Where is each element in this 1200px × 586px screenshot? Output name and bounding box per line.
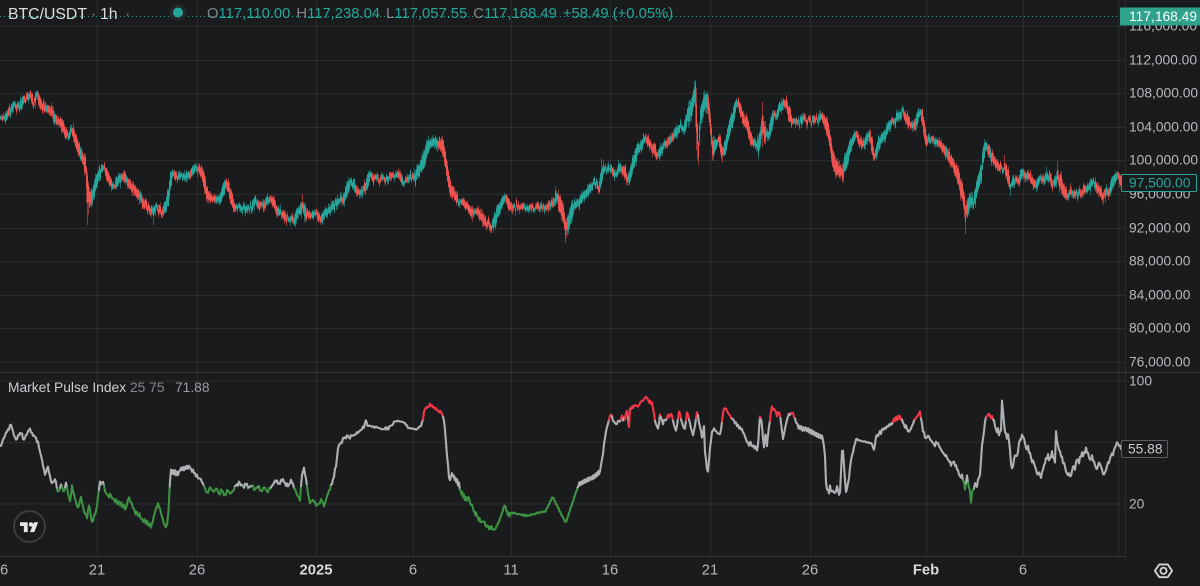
svg-text:100,000.00: 100,000.00 bbox=[1129, 153, 1198, 168]
svg-text:6: 6 bbox=[1019, 563, 1027, 579]
svg-text:92,000.00: 92,000.00 bbox=[1129, 221, 1191, 236]
svg-text:2025: 2025 bbox=[300, 563, 333, 579]
svg-text:80,000.00: 80,000.00 bbox=[1129, 321, 1191, 336]
svg-text:21: 21 bbox=[702, 563, 718, 579]
svg-text:97,500.00: 97,500.00 bbox=[1129, 176, 1191, 191]
svg-text:88,000.00: 88,000.00 bbox=[1129, 254, 1191, 269]
svg-text:1h: 1h bbox=[100, 6, 118, 23]
svg-text:20: 20 bbox=[1129, 497, 1145, 512]
svg-text:16: 16 bbox=[602, 563, 618, 579]
svg-text:Feb: Feb bbox=[913, 563, 939, 579]
svg-text:100: 100 bbox=[1129, 374, 1152, 389]
svg-text:Market Pulse Index: Market Pulse Index bbox=[8, 380, 126, 395]
svg-text:21: 21 bbox=[89, 563, 105, 579]
svg-text:BTC/USDT: BTC/USDT bbox=[8, 6, 87, 23]
svg-text:104,000.00: 104,000.00 bbox=[1129, 120, 1198, 135]
svg-text:25 75: 25 75 bbox=[130, 380, 165, 395]
svg-text:112,000.00: 112,000.00 bbox=[1129, 53, 1197, 68]
svg-text:71.88: 71.88 bbox=[175, 380, 210, 395]
svg-text:108,000.00: 108,000.00 bbox=[1129, 86, 1198, 101]
svg-text:117,168.49: 117,168.49 bbox=[1129, 9, 1197, 24]
svg-text:11: 11 bbox=[503, 563, 518, 579]
svg-text:6: 6 bbox=[409, 563, 417, 579]
svg-text:26: 26 bbox=[802, 563, 818, 579]
svg-text:·: · bbox=[125, 6, 130, 23]
svg-text:16: 16 bbox=[0, 563, 8, 579]
svg-text:·: · bbox=[91, 6, 96, 23]
svg-text:76,000.00: 76,000.00 bbox=[1129, 355, 1191, 370]
svg-text:26: 26 bbox=[189, 563, 205, 579]
svg-text:55.88: 55.88 bbox=[1128, 442, 1163, 457]
svg-text:84,000.00: 84,000.00 bbox=[1129, 288, 1191, 303]
